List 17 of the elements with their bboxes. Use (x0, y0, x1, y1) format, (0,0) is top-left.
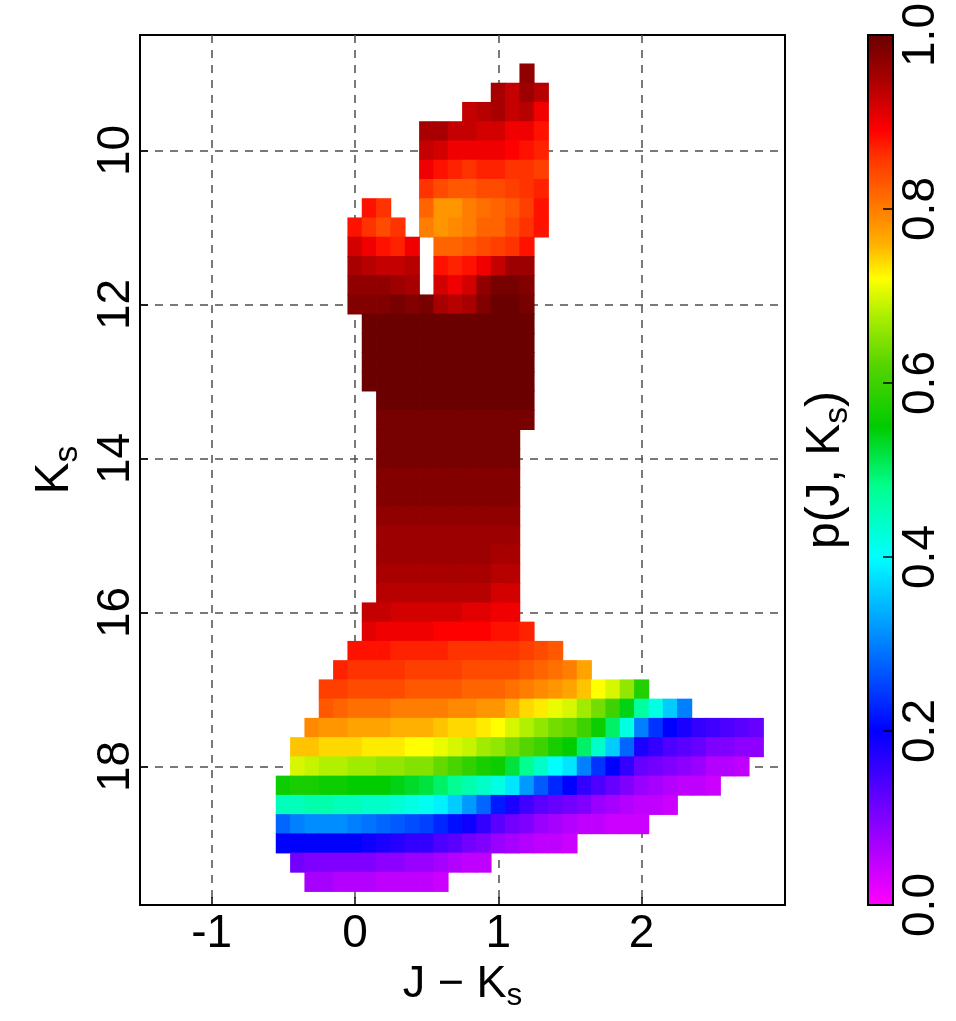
color-bar-label: 0.2 (892, 699, 944, 763)
x-tick-label: -1 (191, 905, 233, 957)
color-bar-label: 0.0 (892, 873, 944, 937)
color-bar-label: 1.0 (892, 3, 944, 67)
color-bar-label: 0.8 (892, 177, 944, 241)
x-tick-label: 2 (628, 905, 655, 957)
color-bar-label: 0.6 (892, 351, 944, 415)
color-bar-label: 0.4 (892, 525, 944, 589)
x-tick-label: 1 (485, 905, 512, 957)
y-tick-label: 12 (87, 278, 139, 331)
y-axis-title: Ks (25, 445, 84, 495)
y-tick-label: 18 (87, 740, 139, 792)
x-tick-label: 0 (342, 905, 368, 957)
y-tick-label: 14 (87, 432, 139, 485)
y-tick-label: 10 (87, 124, 139, 177)
y-tick-label: 16 (87, 586, 139, 639)
color-bar-title: p(J, Ks) (796, 390, 855, 550)
